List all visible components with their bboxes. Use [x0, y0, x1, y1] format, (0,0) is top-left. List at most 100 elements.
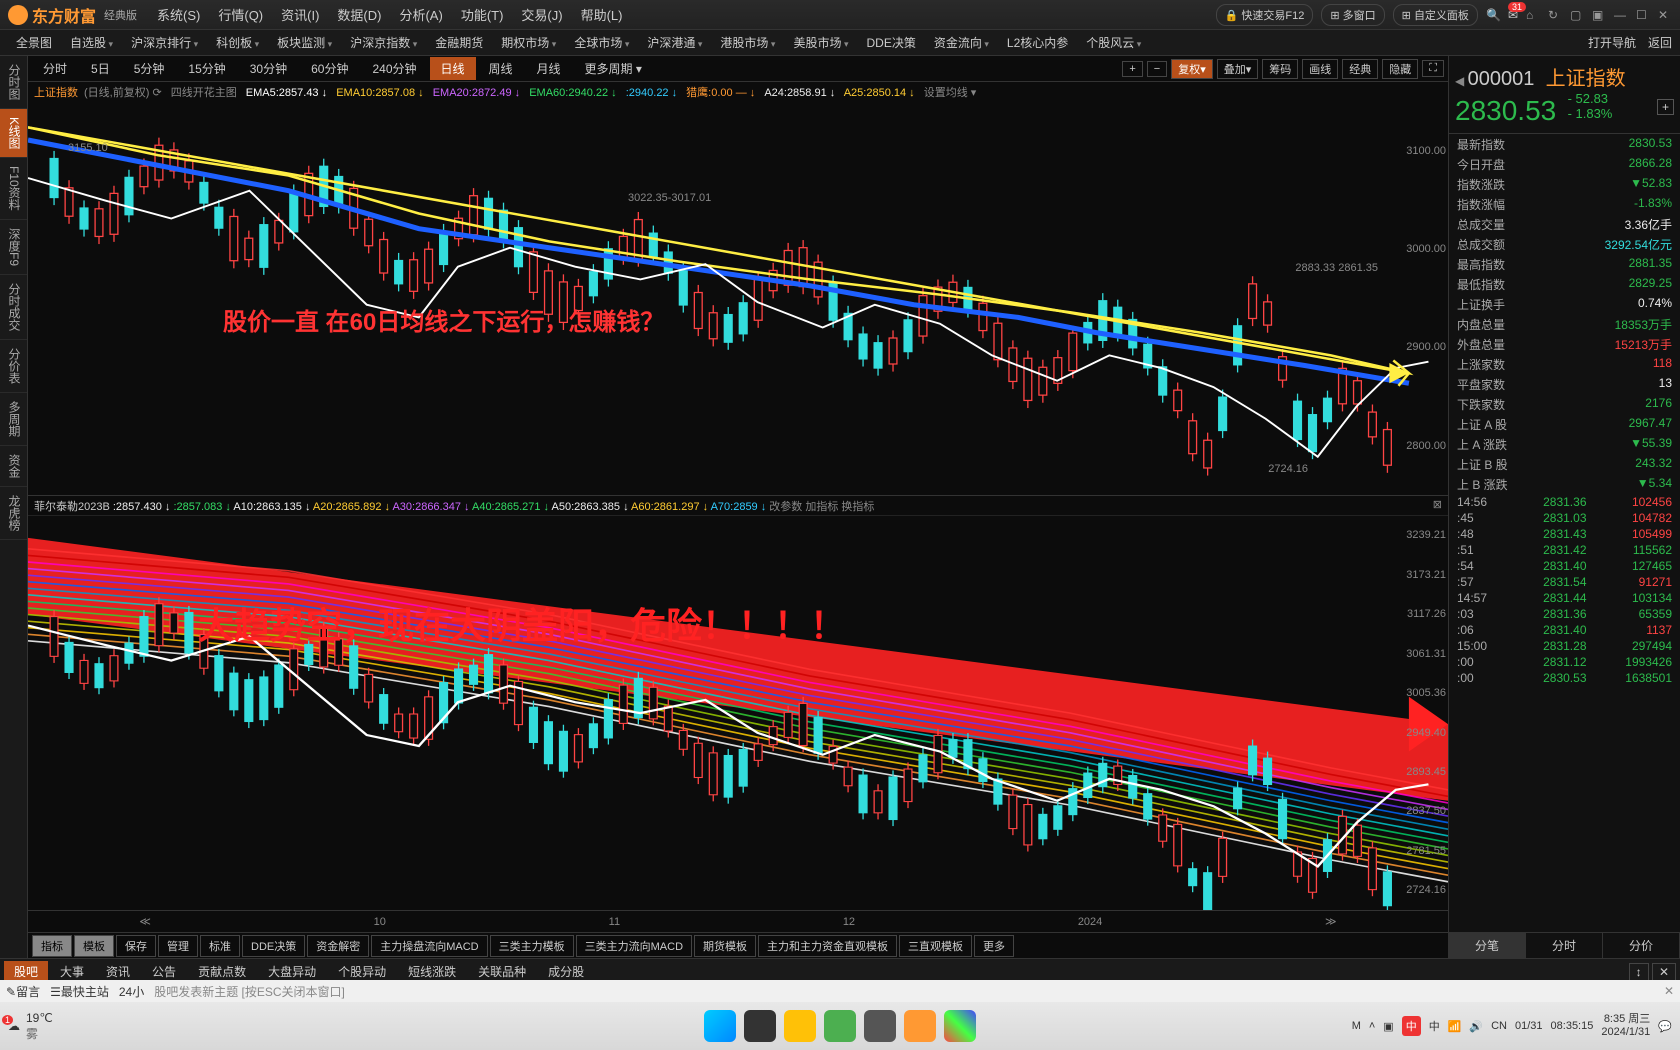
chart-tool-button[interactable]: 叠加▾: [1217, 59, 1259, 79]
indicator-tab[interactable]: 模板: [74, 935, 114, 957]
menu-item[interactable]: 资讯(I): [281, 5, 319, 24]
sidebar-tab[interactable]: F10资料: [0, 158, 27, 220]
notification-icon[interactable]: ✉31: [1508, 8, 1518, 22]
nav-item[interactable]: 金融期货: [427, 32, 491, 53]
bottom-tab[interactable]: 大事: [50, 961, 94, 982]
indicator-tab[interactable]: 主力操盘流向MACD: [371, 935, 487, 957]
start-button[interactable]: [704, 1010, 736, 1042]
indicator-chart[interactable]: 3239.213173.213117.263061.313005.362949.…: [28, 516, 1448, 910]
nav-item[interactable]: 沪深京排行: [123, 32, 206, 53]
chart-tool-button[interactable]: +: [1122, 61, 1142, 77]
nav-item[interactable]: 期权市场: [493, 32, 564, 53]
sidebar-tab[interactable]: 分时图: [0, 56, 27, 109]
taskbar-app-icon[interactable]: [784, 1010, 816, 1042]
bottom-close-icon[interactable]: ✕: [1652, 963, 1676, 981]
chart-tool-button[interactable]: 经典: [1342, 59, 1378, 79]
menu-item[interactable]: 系统(S): [157, 5, 200, 24]
bottom-tab[interactable]: 公告: [142, 961, 186, 982]
timeframe-tab[interactable]: 5日: [80, 57, 121, 80]
nav-right-item[interactable]: 返回: [1648, 34, 1672, 51]
indicator-tab[interactable]: 主力和主力资金直观模板: [758, 935, 897, 957]
timeframe-tab[interactable]: 更多周期 ▾: [574, 57, 653, 80]
taskbar-wifi-icon[interactable]: 📶: [1448, 1020, 1462, 1033]
taskbar-app-icon[interactable]: [824, 1010, 856, 1042]
bottom-tab[interactable]: 短线涨跌: [398, 961, 466, 982]
menu-item[interactable]: 交易(J): [521, 5, 562, 24]
taskbar-tray-icon[interactable]: ▣: [1383, 1020, 1393, 1033]
taskbar-ime-icon[interactable]: 中: [1402, 1016, 1421, 1036]
nav-item[interactable]: DDE决策: [859, 32, 924, 53]
nav-right-item[interactable]: 打开导航: [1588, 34, 1636, 51]
main-chart[interactable]: 3100.003000.002900.002800.00 3155.10 302…: [28, 102, 1448, 496]
menu-item[interactable]: 数据(D): [337, 5, 381, 24]
indicator-tab[interactable]: 三类主力流向MACD: [576, 935, 692, 957]
chart-tool-button[interactable]: −: [1147, 61, 1167, 77]
timeframe-tab[interactable]: 240分钟: [361, 57, 427, 80]
menu-item[interactable]: 行情(Q): [218, 5, 263, 24]
bottom-tab[interactable]: 个股异动: [328, 961, 396, 982]
nav-item[interactable]: 沪深京指数: [342, 32, 425, 53]
menu-item[interactable]: 功能(T): [461, 5, 504, 24]
sidebar-tab[interactable]: 分价表: [0, 340, 27, 393]
close-icon[interactable]: ✕: [1658, 8, 1672, 22]
chart-tool-button[interactable]: 画线: [1302, 59, 1338, 79]
chart-area[interactable]: 3100.003000.002900.002800.00 3155.10 302…: [28, 102, 1448, 958]
sidebar-tab[interactable]: 资金: [0, 446, 27, 487]
indicator-tab[interactable]: 指标: [32, 935, 72, 957]
layout-icon[interactable]: ▢: [1570, 8, 1584, 22]
timeframe-tab[interactable]: 60分钟: [300, 57, 359, 80]
bottom-tab[interactable]: 股吧: [4, 961, 48, 982]
chart-tool-button[interactable]: 筹码: [1262, 59, 1298, 79]
fullscreen-icon[interactable]: ⛶: [1422, 60, 1444, 77]
indicator-tab[interactable]: 资金解密: [307, 935, 369, 957]
nav-item[interactable]: 全景图: [8, 32, 60, 53]
quote-tab[interactable]: 分时: [1526, 933, 1603, 958]
taskbar-app-icon[interactable]: [904, 1010, 936, 1042]
timeframe-tab[interactable]: 分时: [32, 57, 78, 80]
taskbar-app-icon[interactable]: [944, 1010, 976, 1042]
sidebar-tab[interactable]: 分时成交: [0, 275, 27, 340]
timeframe-tab[interactable]: 日线: [430, 57, 476, 80]
sidebar-tab[interactable]: 深度F9: [0, 220, 27, 275]
chart-tool-button[interactable]: 隐藏: [1382, 59, 1418, 79]
indicator-tab[interactable]: DDE决策: [242, 935, 305, 957]
compose-24h[interactable]: 24小: [119, 983, 144, 1000]
bottom-tab[interactable]: 成分股: [538, 961, 594, 982]
timeframe-tab[interactable]: 15分钟: [177, 57, 236, 80]
indicator-tab[interactable]: 标准: [200, 935, 240, 957]
bottom-tab[interactable]: 贡献点数: [188, 961, 256, 982]
nav-item[interactable]: 美股市场: [785, 32, 856, 53]
compose-leave-msg[interactable]: ✎留言: [6, 983, 40, 1000]
refresh-icon[interactable]: ↻: [1548, 8, 1562, 22]
quick-trade-button[interactable]: 🔒 快速交易F12: [1216, 4, 1314, 26]
compose-server[interactable]: ☰最快主站: [50, 983, 109, 1000]
bottom-scroll-icon[interactable]: ↕: [1629, 963, 1649, 981]
custom-panel-button[interactable]: ⊞ 自定义面板: [1393, 4, 1478, 26]
indicator-tab[interactable]: 期货模板: [694, 935, 756, 957]
quote-tab[interactable]: 分价: [1603, 933, 1680, 958]
minimize-icon[interactable]: —: [1614, 8, 1628, 22]
timeframe-tab[interactable]: 月线: [526, 57, 572, 80]
taskbar-notifications-icon[interactable]: 💬: [1658, 1020, 1672, 1033]
menu-item[interactable]: 帮助(L): [581, 5, 623, 24]
compose-close-icon[interactable]: ✕: [1664, 984, 1674, 998]
pin-icon[interactable]: ▣: [1592, 8, 1606, 22]
nav-item[interactable]: 沪深港通: [639, 32, 710, 53]
nav-item[interactable]: L2核心内参: [999, 32, 1076, 53]
bottom-tab[interactable]: 资讯: [96, 961, 140, 982]
bottom-tab[interactable]: 大盘异动: [258, 961, 326, 982]
nav-item[interactable]: 全球市场: [566, 32, 637, 53]
menu-item[interactable]: 分析(A): [399, 5, 442, 24]
quote-tab[interactable]: 分笔: [1449, 933, 1526, 958]
search-icon[interactable]: 🔍: [1486, 8, 1500, 22]
taskbar-app-icon[interactable]: [744, 1010, 776, 1042]
sidebar-tab[interactable]: K线图: [0, 109, 27, 158]
chart-tool-button[interactable]: 复权▾: [1171, 59, 1213, 79]
nav-item[interactable]: 个股风云: [1078, 32, 1149, 53]
taskbar-app-icon[interactable]: [864, 1010, 896, 1042]
taskbar-clock[interactable]: 8:35 周三 2024/1/31: [1601, 1013, 1650, 1039]
nav-item[interactable]: 资金流向: [926, 32, 997, 53]
timeframe-tab[interactable]: 5分钟: [123, 57, 176, 80]
nav-item[interactable]: 自选股: [62, 32, 121, 53]
home-icon[interactable]: ⌂: [1526, 8, 1540, 22]
